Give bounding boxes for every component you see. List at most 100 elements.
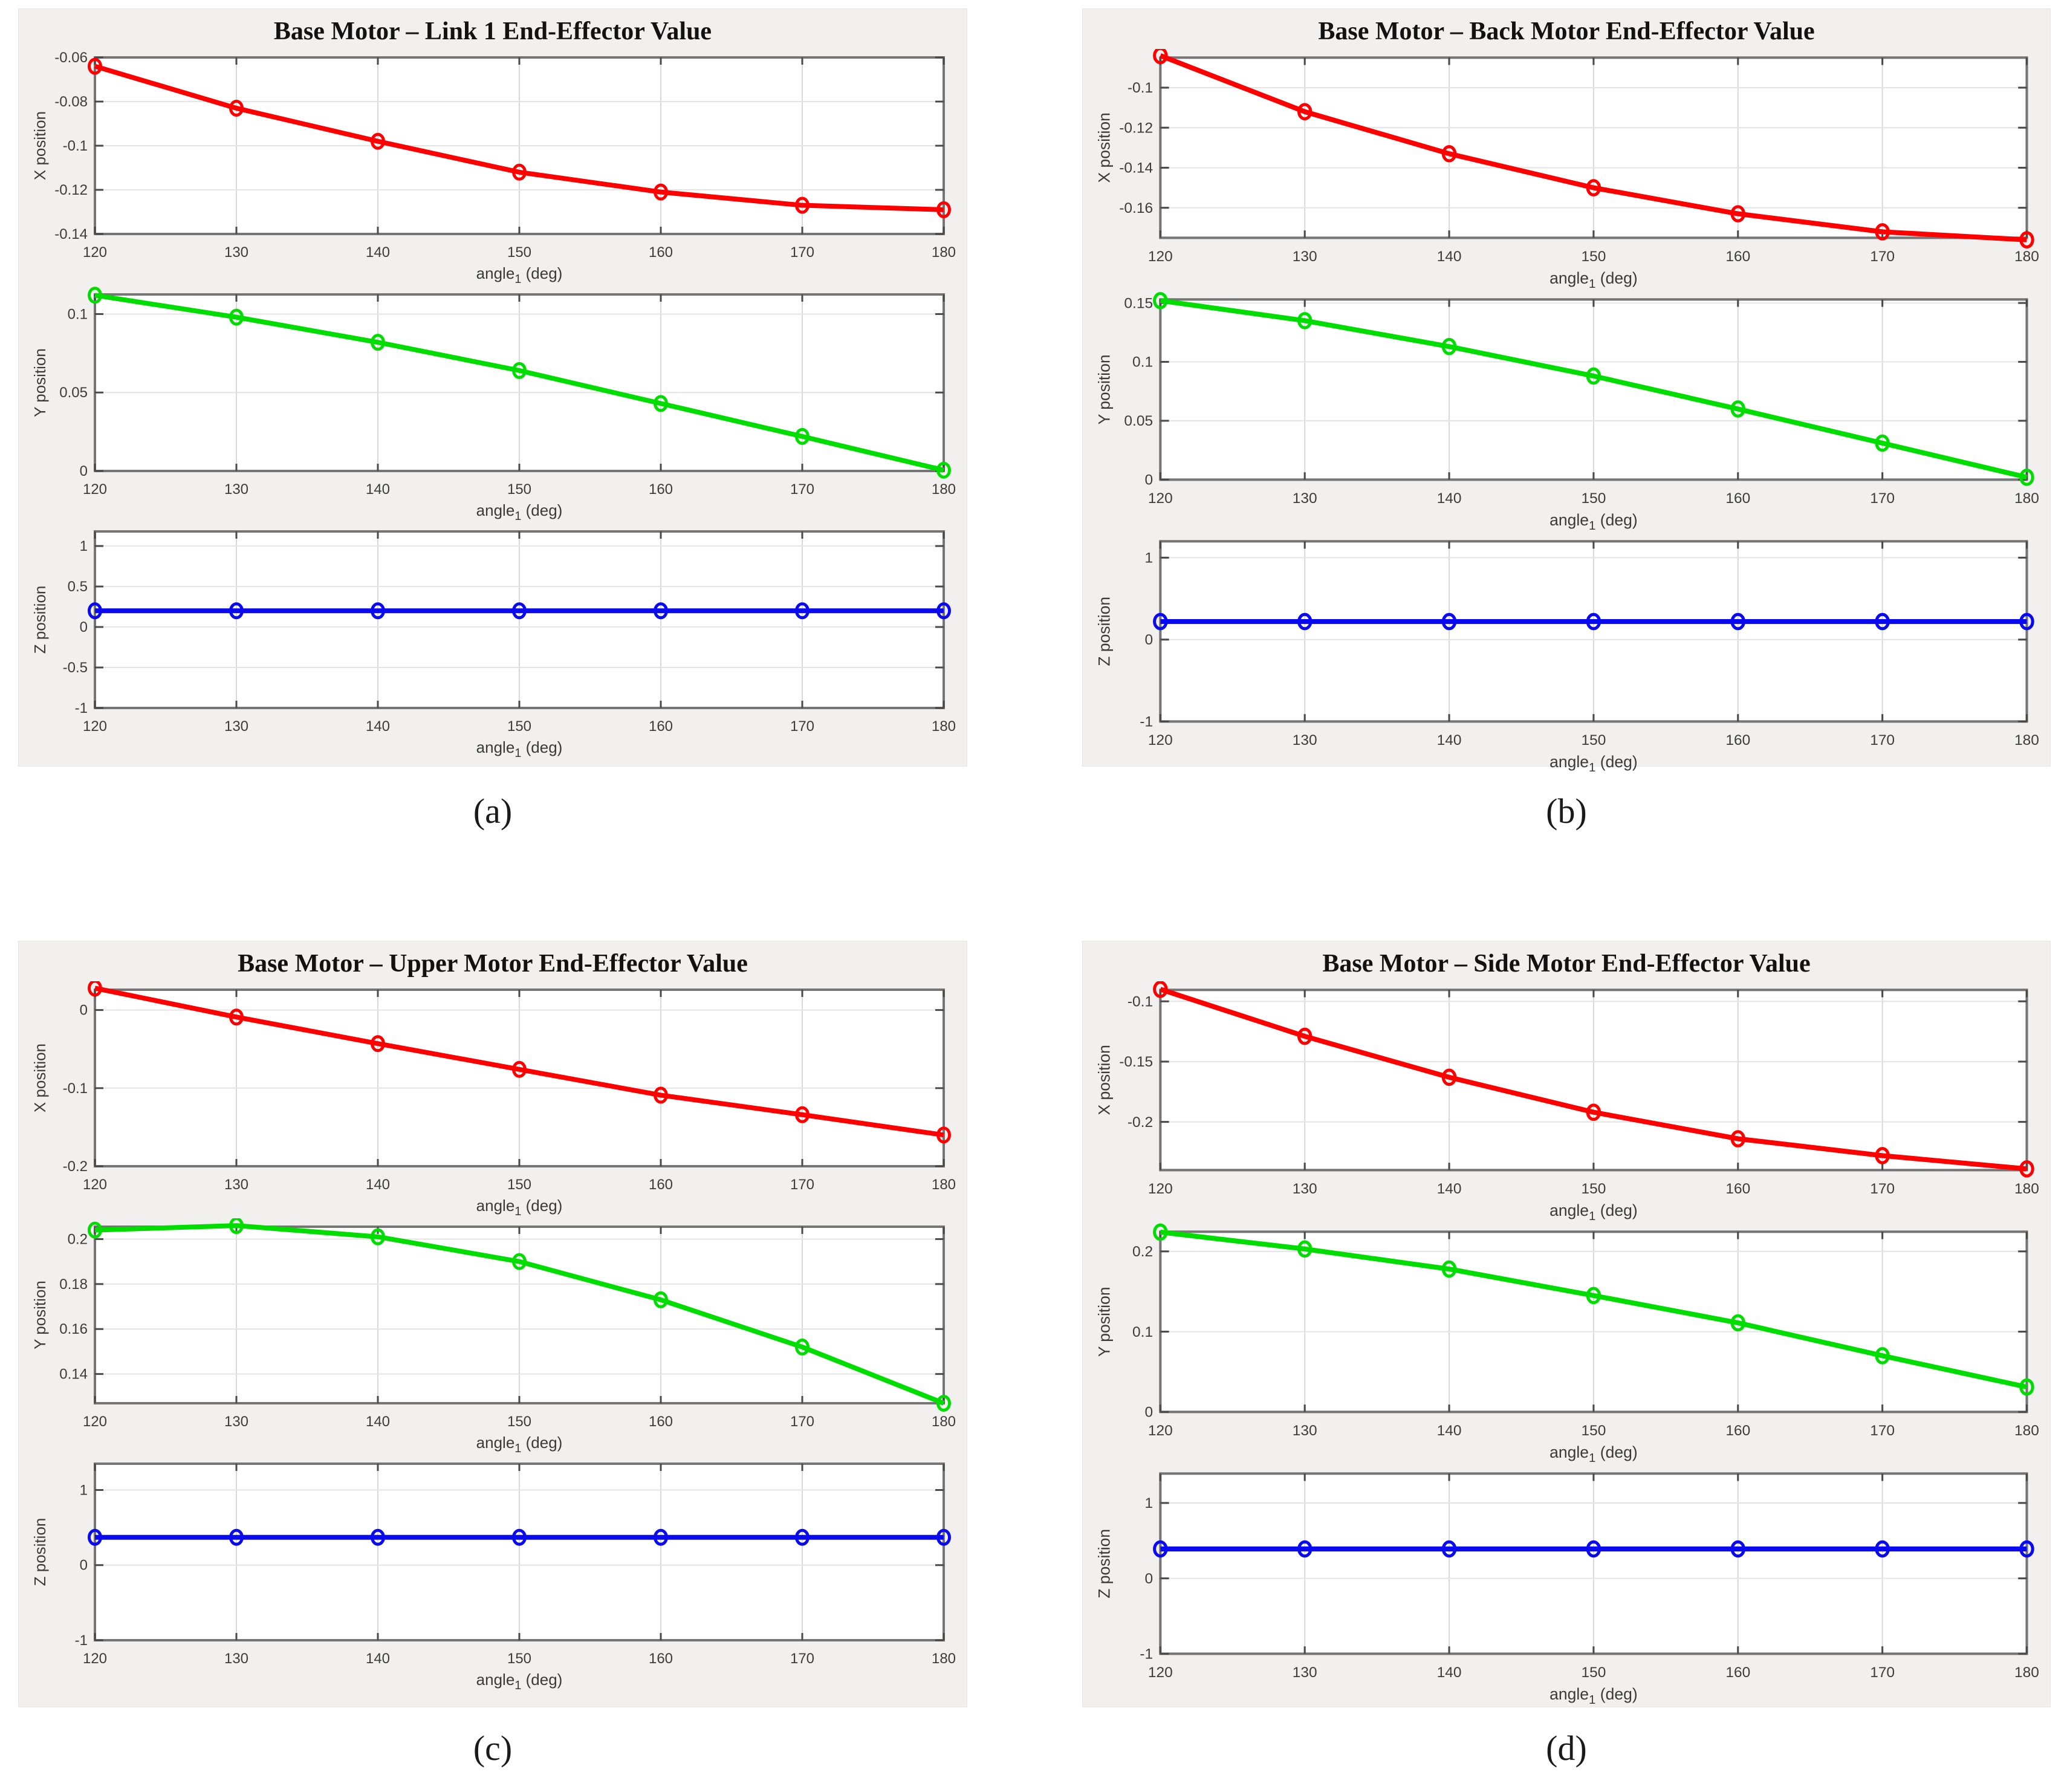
data-point-marker [512, 602, 527, 620]
data-point-marker [2019, 1160, 2034, 1178]
y-tick-label: -1 [1140, 714, 1153, 730]
x-tick-label: 130 [1293, 1181, 1317, 1197]
data-point-marker [795, 602, 810, 620]
x-tick-label: 170 [1870, 1181, 1895, 1197]
data-point-marker [371, 132, 385, 150]
data-point-marker [88, 981, 102, 997]
data-point-marker [1730, 205, 1746, 222]
data-point-marker [512, 163, 527, 181]
data-point-marker [1730, 400, 1746, 418]
data-point-marker [795, 1339, 810, 1356]
series-line [94, 63, 944, 212]
caption-d: (d) [1546, 1729, 1587, 1768]
y-tick-label: -1 [75, 1632, 88, 1649]
chart-a-z-position: 120 130 140 150 160 170 180 -1 -0.5 0 0.5 1 Z positi… [31, 530, 956, 760]
y-tick-label: 0.05 [1124, 413, 1153, 429]
y-tick-label: 0.2 [1132, 1244, 1153, 1260]
x-tick-label: 120 [1148, 1423, 1173, 1439]
data-point-marker [1153, 292, 1168, 310]
y-tick-label: 0 [80, 1002, 88, 1019]
x-tick-label: 180 [932, 244, 956, 261]
x-tick-label: 180 [2014, 1181, 2039, 1197]
x-tick-label: 170 [790, 1651, 814, 1667]
x-axis-label: angle1 (deg) [476, 1196, 563, 1218]
panel-d-title: Base Motor – Side Motor End-Effector Val… [1322, 950, 1811, 978]
y-axis-label: Y position [1095, 1287, 1114, 1357]
y-tick-label: -0.5 [63, 660, 88, 676]
x-tick-label: 180 [932, 481, 956, 498]
figure-panel-b: Base Motor – Back Motor End-Effector Val… [1082, 8, 2051, 774]
x-tick-label: 150 [1581, 1181, 1606, 1197]
x-axis-label: angle1 (deg) [476, 1433, 563, 1455]
y-axis-label: Z position [1095, 1529, 1114, 1599]
x-tick-label: 120 [83, 244, 107, 261]
x-tick-label: 180 [932, 1177, 956, 1193]
data-point-marker [229, 1008, 244, 1026]
y-tick-label: 0 [1144, 472, 1153, 489]
x-tick-label: 140 [366, 244, 390, 261]
x-tick-label: 160 [649, 481, 673, 498]
data-point-marker [936, 1126, 951, 1144]
x-tick-label: 130 [1293, 1423, 1317, 1439]
data-point-marker [1153, 49, 1168, 65]
y-axis-label: Z position [1095, 597, 1114, 666]
x-tick-label: 160 [649, 1177, 673, 1193]
data-point-marker [512, 362, 527, 379]
x-tick-label: 170 [1870, 490, 1895, 507]
y-tick-label: 0.18 [59, 1276, 88, 1293]
y-tick-label: 0 [1144, 632, 1153, 648]
y-tick-label: -0.16 [1119, 200, 1153, 216]
x-tick-label: 150 [507, 1651, 531, 1667]
data-point-marker [229, 1528, 244, 1546]
x-tick-label: 150 [1581, 1664, 1606, 1681]
data-point-marker [654, 602, 668, 620]
data-point-marker [1297, 312, 1313, 330]
data-point-marker [229, 99, 244, 117]
y-tick-label: 0.1 [68, 306, 88, 322]
x-axis-label: angle1 (deg) [476, 501, 563, 523]
data-point-marker [936, 1528, 951, 1546]
caption-b: (b) [1546, 791, 1587, 831]
y-axis-label: Y position [31, 1281, 49, 1349]
data-point-marker [88, 287, 102, 304]
y-axis-label: Z position [31, 1518, 49, 1586]
x-tick-label: 180 [2014, 248, 2039, 265]
series-line [1159, 53, 2027, 242]
panel-b-title: Base Motor – Back Motor End-Effector Val… [1318, 18, 1815, 45]
chart-b-x-position: 120 130 140 150 160 170 180 -0.1 -0.12 -0.14 -0.16… [1095, 49, 2039, 291]
data-point-marker [512, 1060, 527, 1078]
x-tick-label: 180 [932, 1651, 956, 1667]
y-tick-label: -0.1 [1128, 80, 1153, 96]
x-tick-label: 120 [1148, 732, 1173, 748]
caption-c: (c) [473, 1729, 513, 1768]
data-point-marker [1875, 1347, 1890, 1365]
data-point-marker [371, 1528, 385, 1546]
y-axis-label: X position [31, 1044, 49, 1112]
series-line [1160, 987, 2027, 1172]
y-tick-label: 0.2 [68, 1231, 88, 1247]
x-tick-label: 120 [1148, 248, 1173, 265]
data-point-marker [1875, 434, 1890, 452]
data-point-marker [1586, 1540, 1601, 1558]
data-point-marker [936, 1395, 951, 1412]
x-tick-label: 150 [507, 718, 531, 735]
data-point-marker [1730, 613, 1746, 631]
y-tick-label: 0 [80, 619, 88, 635]
x-tick-label: 170 [790, 1177, 814, 1193]
x-tick-label: 120 [83, 1414, 107, 1430]
y-tick-label: 1 [80, 538, 88, 554]
data-point-marker [795, 1528, 810, 1546]
data-point-marker [1875, 1540, 1890, 1558]
x-tick-label: 170 [1870, 1664, 1895, 1681]
x-tick-label: 130 [224, 1651, 248, 1667]
data-point-marker [1297, 103, 1313, 121]
data-point-marker [1875, 613, 1890, 631]
x-tick-label: 170 [1870, 248, 1895, 265]
x-axis-label: angle1 (deg) [1549, 753, 1638, 774]
x-tick-label: 120 [1148, 1181, 1173, 1197]
x-tick-label: 150 [507, 1177, 531, 1193]
x-tick-label: 130 [224, 1177, 248, 1193]
x-tick-label: 170 [790, 1414, 814, 1430]
y-tick-label: 1 [80, 1482, 88, 1498]
y-tick-label: 0.15 [1124, 295, 1153, 311]
